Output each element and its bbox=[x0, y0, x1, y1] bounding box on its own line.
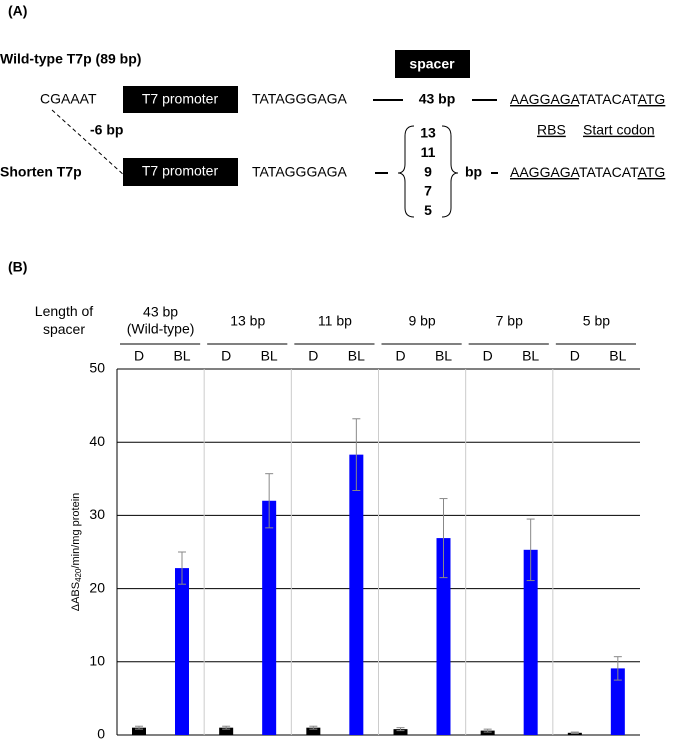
error-bar bbox=[439, 498, 448, 579]
promoter-box bbox=[123, 86, 238, 113]
spacer-option: 11 bbox=[421, 144, 436, 160]
series-label: BL bbox=[173, 348, 190, 364]
spacer-label: spacer bbox=[409, 56, 455, 72]
x-axis-label: Length of spacer bbox=[34, 303, 94, 337]
category-label: 7 bp bbox=[496, 313, 523, 329]
start-codon: ATG bbox=[638, 91, 666, 107]
error-bar bbox=[483, 728, 492, 733]
error-bar bbox=[309, 725, 318, 730]
bar bbox=[523, 549, 538, 735]
error-bar bbox=[352, 418, 361, 492]
rbs-sequence: AAGGAGATATACATATG bbox=[510, 164, 665, 180]
panel-label: (B) bbox=[8, 259, 27, 275]
y-tick-label: 20 bbox=[89, 579, 105, 595]
y-label-part: /min/mg protein bbox=[70, 493, 82, 569]
y-label-sub: 420 bbox=[74, 568, 83, 582]
y-tick-label: 30 bbox=[89, 506, 105, 522]
error-bar bbox=[570, 731, 579, 735]
category-note: (Wild-type) bbox=[127, 321, 195, 337]
spacer-option: 5 bbox=[424, 202, 432, 218]
spacer-length: 43 bp bbox=[419, 91, 456, 107]
y-tick-label: 10 bbox=[89, 653, 105, 669]
series-label: D bbox=[221, 348, 231, 364]
start-codon: ATG bbox=[638, 164, 666, 180]
spacer-option: 9 bbox=[424, 163, 432, 179]
brace bbox=[441, 125, 459, 218]
series-label: BL bbox=[348, 348, 365, 364]
promoter-box bbox=[123, 158, 238, 186]
y-axis-label: ΔABS420/min/mg protein bbox=[70, 493, 83, 612]
error-bar bbox=[135, 725, 143, 730]
promoter-label: T7 promoter bbox=[142, 163, 219, 179]
sequence: TATACAT bbox=[579, 164, 639, 180]
bar bbox=[436, 538, 451, 735]
deletion-label: -6 bp bbox=[90, 122, 123, 138]
sequence: TATACAT bbox=[579, 91, 639, 107]
bar bbox=[480, 730, 495, 735]
error-bar bbox=[526, 518, 535, 582]
deletion-line bbox=[51, 109, 126, 177]
series-label: BL bbox=[435, 348, 452, 364]
construct-label: Wild-type T7p (89 bp) bbox=[0, 51, 141, 67]
bar bbox=[262, 500, 277, 735]
spacer-unit: bp bbox=[465, 164, 482, 180]
series-label: D bbox=[134, 348, 144, 364]
series-label: D bbox=[395, 348, 405, 364]
series-label: D bbox=[483, 348, 493, 364]
upstream-seq: CGAAAT bbox=[40, 91, 97, 107]
bar bbox=[393, 729, 408, 735]
bar bbox=[175, 568, 189, 735]
category-label: 13 bp bbox=[230, 313, 265, 329]
bar bbox=[306, 727, 321, 735]
rbs-label: RBS bbox=[537, 122, 566, 138]
panel-label: (A) bbox=[8, 3, 27, 19]
sequence: TATAGGGAGA bbox=[252, 91, 348, 107]
error-bar bbox=[613, 656, 622, 681]
spacer-box bbox=[395, 50, 470, 78]
plot: 0 10 20 30 40 50 43 bp(Wild-type) D BL 13 bp D BL 11… bbox=[89, 304, 640, 739]
rbs-sequence: AAGGAGATATACATATG bbox=[510, 91, 665, 107]
y-tick-label: 0 bbox=[97, 726, 105, 739]
category-label: 43 bp bbox=[143, 304, 178, 320]
category-label: 5 bp bbox=[583, 313, 610, 329]
rbs: AAGGAGA bbox=[510, 164, 581, 180]
y-tick-label: 50 bbox=[89, 360, 105, 376]
series-label: D bbox=[570, 348, 580, 364]
series-label: BL bbox=[522, 348, 539, 364]
brace bbox=[397, 125, 415, 218]
promoter-label: T7 promoter bbox=[142, 91, 219, 107]
bar bbox=[219, 727, 234, 735]
error-bar bbox=[396, 727, 405, 732]
error-bar bbox=[265, 473, 274, 529]
bar bbox=[132, 727, 146, 735]
series-label: BL bbox=[609, 348, 626, 364]
spacer-option: 13 bbox=[420, 125, 436, 141]
series-label: BL bbox=[261, 348, 278, 364]
spacer-option: 7 bbox=[424, 183, 432, 199]
y-tick-label: 40 bbox=[89, 433, 105, 449]
construct-label: Shorten T7p bbox=[0, 164, 82, 180]
error-bar bbox=[222, 725, 231, 730]
category-label: 9 bp bbox=[408, 313, 435, 329]
series-label: D bbox=[308, 348, 318, 364]
spacer-options: 13 11 9 7 5 bbox=[420, 125, 436, 218]
start-label: Start codon bbox=[583, 122, 655, 138]
category-label: 11 bp bbox=[318, 313, 352, 329]
rbs: AAGGAGA bbox=[510, 91, 581, 107]
y-label-part: ΔABS bbox=[70, 582, 82, 611]
sequence: TATAGGGAGA bbox=[252, 164, 348, 180]
bar bbox=[610, 668, 625, 735]
bar bbox=[349, 454, 364, 735]
error-bar bbox=[178, 551, 186, 585]
